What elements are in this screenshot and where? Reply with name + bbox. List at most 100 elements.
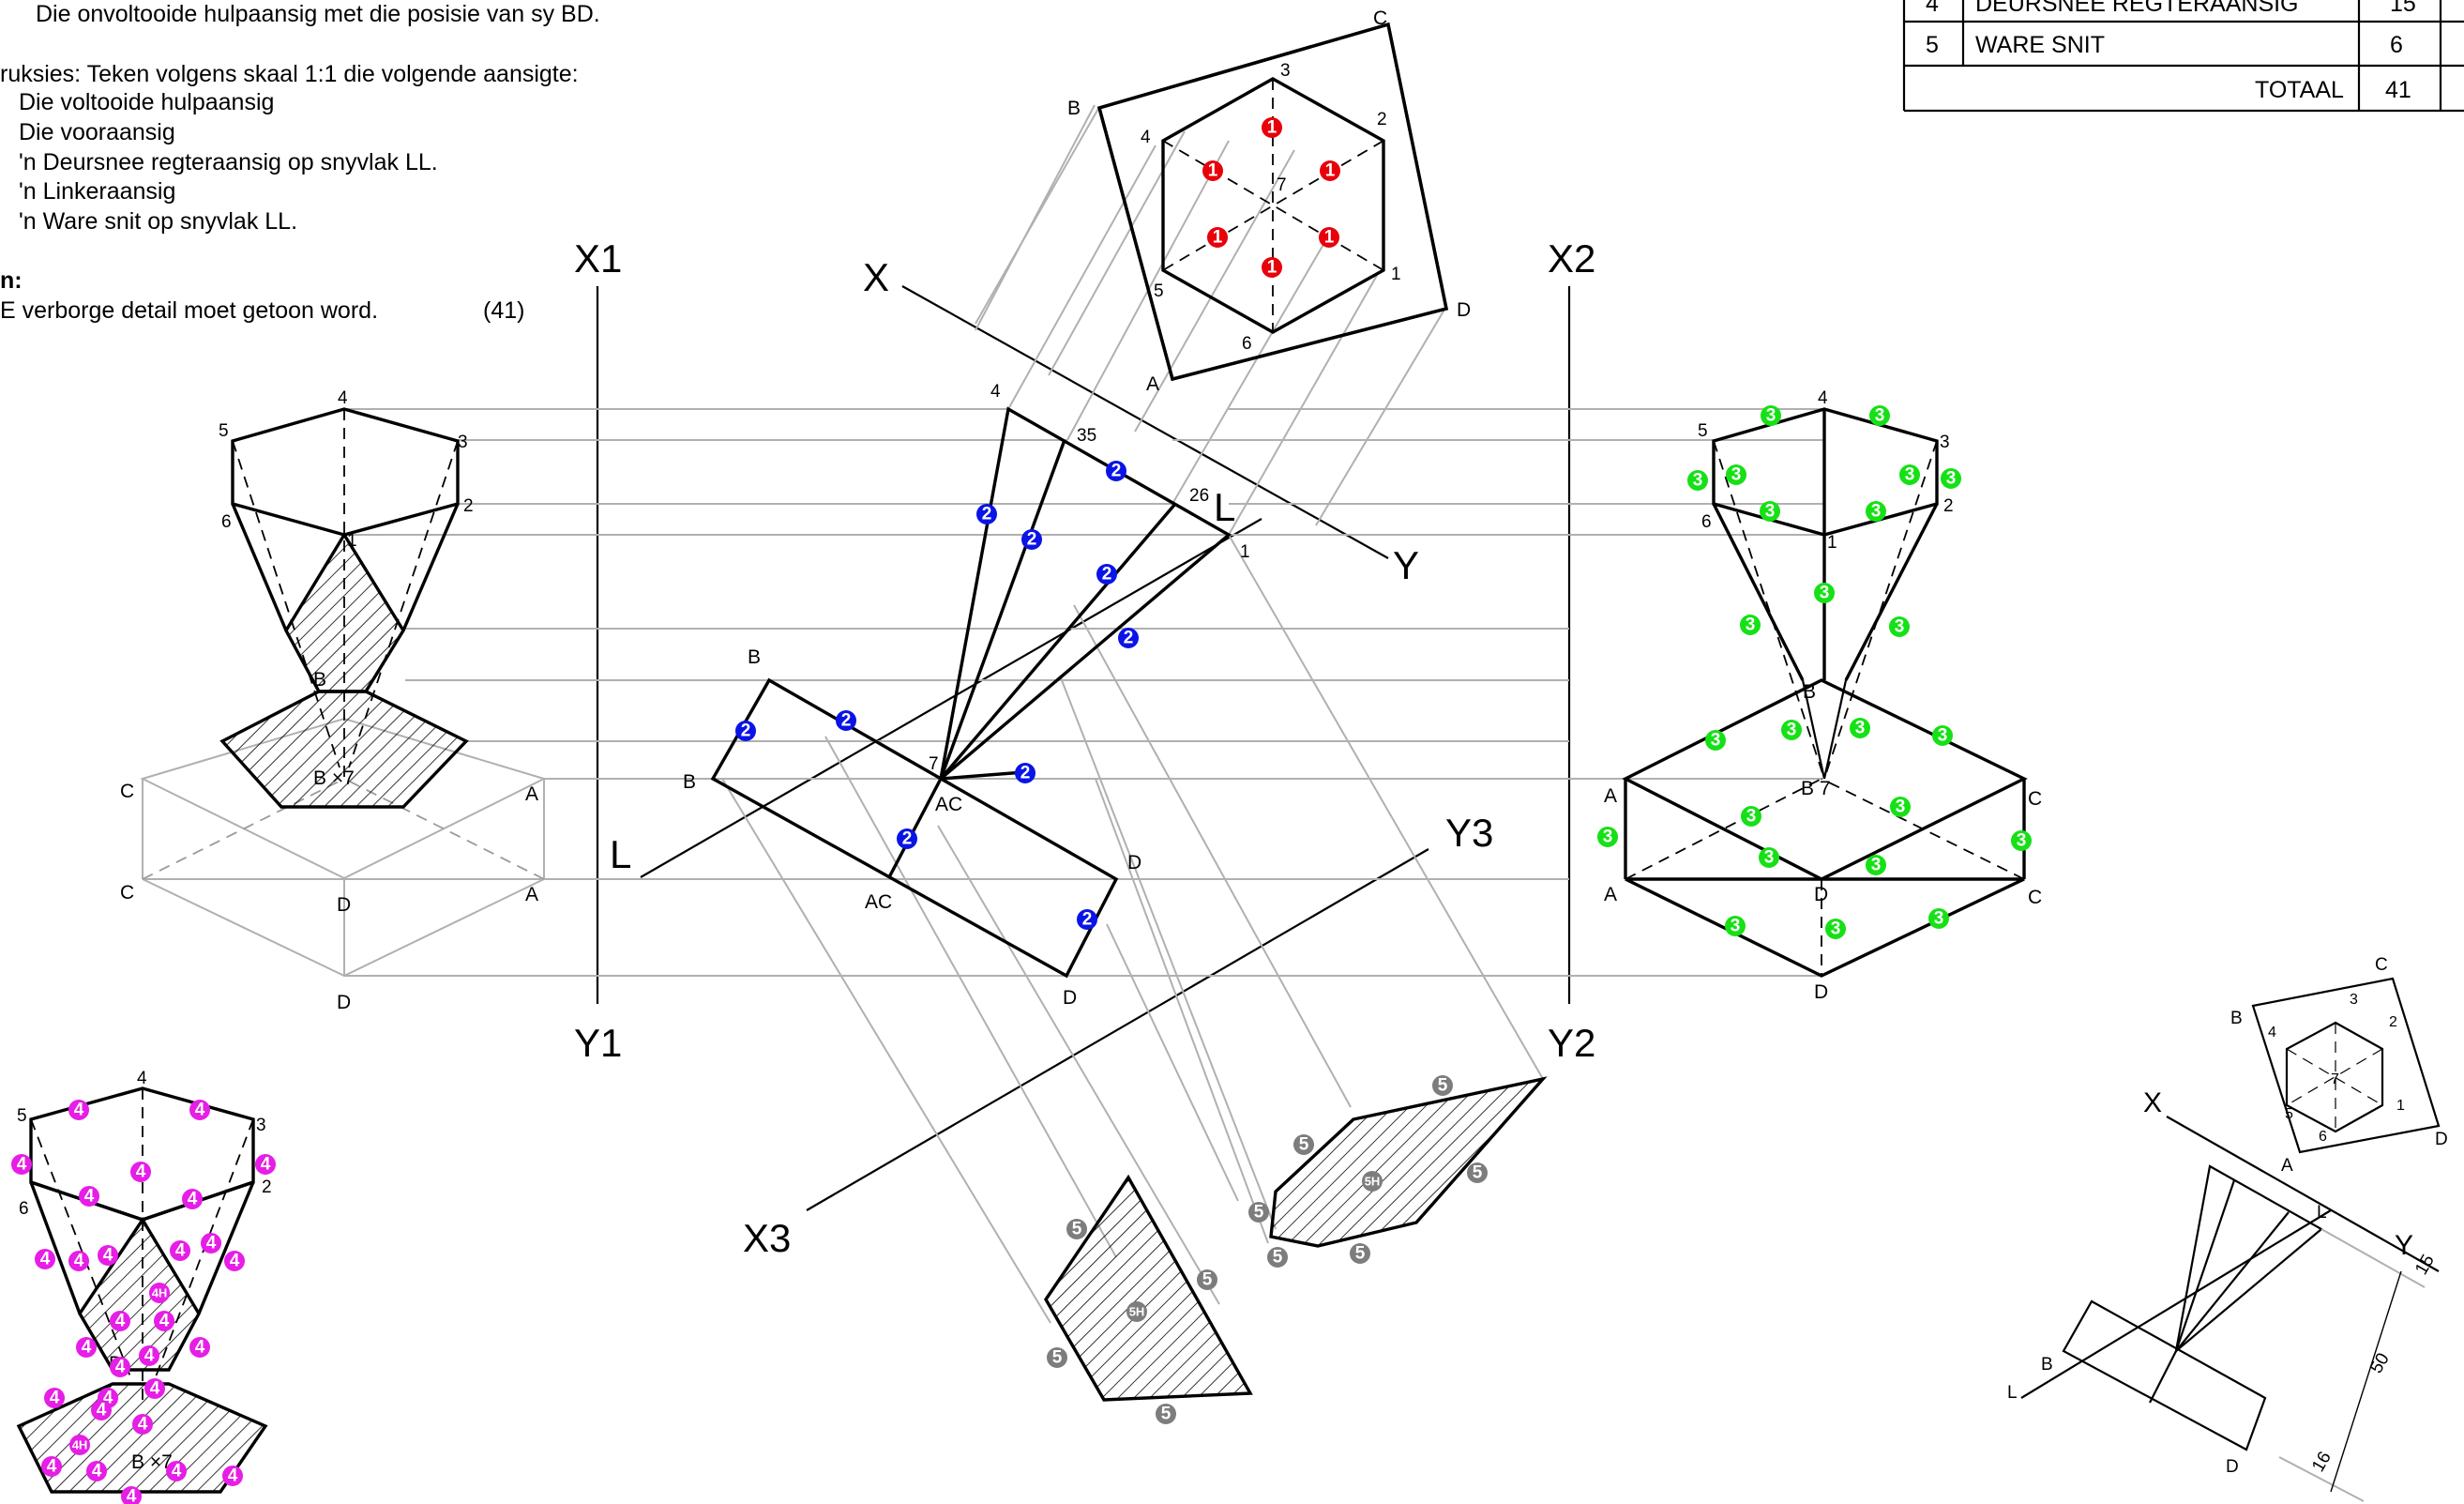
svg-text:A: A <box>1604 884 1617 905</box>
svg-text:D: D <box>1127 852 1141 874</box>
table-row-5-marks: 6 <box>2390 32 2403 58</box>
left-mark: 4 <box>110 1311 130 1331</box>
left-mark: 4 <box>255 1154 276 1175</box>
svg-text:1: 1 <box>1213 228 1223 248</box>
front-mark: 2 <box>735 721 756 741</box>
svg-text:B: B <box>748 646 761 668</box>
left-mark: 4 <box>130 1162 151 1182</box>
cutting-plane-label-left: L <box>610 832 631 876</box>
front-mark: 2 <box>836 710 856 731</box>
left-mark: 4 <box>189 1337 210 1358</box>
svg-text:4: 4 <box>206 1234 217 1253</box>
x3-y3-line <box>806 848 1429 1211</box>
auxiliary-view: 3 2 1 6 5 4 7 C B D A <box>1067 8 1471 395</box>
table-row-5-item: WARE SNIT <box>1975 32 2105 58</box>
svg-text:AC: AC <box>865 891 892 913</box>
left-mark: 4 <box>201 1233 221 1253</box>
svg-text:Y: Y <box>2395 1230 2413 1261</box>
left-mark: 4 <box>41 1456 62 1477</box>
left-mark: 4 <box>166 1461 187 1481</box>
instructions-block: Die onvoltooide hulpaansig met die posis… <box>0 1 600 324</box>
svg-text:5: 5 <box>2285 1106 2293 1122</box>
section-mark: 3 <box>1687 470 1708 491</box>
svg-text:3: 3 <box>1934 909 1944 929</box>
svg-text:26: 26 <box>1189 486 1209 506</box>
section-mark: 3 <box>1825 919 1846 939</box>
mark-table: 5 WARE SNIT 6 4 DEURSNEE REGTERAANSIG 15… <box>1902 0 2464 113</box>
svg-text:5: 5 <box>1698 421 1708 441</box>
svg-text:C: C <box>2028 788 2042 810</box>
svg-text:X: X <box>2143 1087 2162 1118</box>
front-mark: 2 <box>1106 461 1126 481</box>
svg-text:3: 3 <box>2017 831 2027 851</box>
true_cut-mark: 5 <box>1156 1404 1176 1424</box>
left-mark: 4 <box>91 1400 112 1420</box>
left-mark: 4H <box>69 1435 90 1455</box>
section-mark: 3 <box>1725 916 1746 936</box>
svg-text:2: 2 <box>902 829 913 849</box>
svg-text:15: 15 <box>2411 1252 2439 1279</box>
svg-text:2: 2 <box>982 505 992 524</box>
section-mark: 3 <box>1761 405 1781 426</box>
left-mark: 4 <box>182 1189 203 1209</box>
instruction-line-1: Die onvoltooide hulpaansig met die posis… <box>36 1 600 27</box>
table-total-label: TOTAAL <box>2255 77 2344 103</box>
svg-text:4: 4 <box>338 388 348 408</box>
svg-text:6: 6 <box>19 1199 29 1219</box>
svg-text:5H: 5H <box>1365 1175 1381 1189</box>
svg-text:3: 3 <box>1820 584 1830 603</box>
section-mark: 3 <box>1890 797 1911 817</box>
left-mark: 4 <box>132 1414 153 1435</box>
aux-mark: 1 <box>1262 117 1282 138</box>
svg-text:6: 6 <box>1242 334 1252 354</box>
svg-text:4: 4 <box>172 1462 182 1481</box>
svg-text:2: 2 <box>1111 462 1122 481</box>
svg-text:B 7: B 7 <box>1801 778 1831 799</box>
section-mark: 3 <box>1741 806 1761 827</box>
svg-text:3: 3 <box>1280 61 1291 81</box>
svg-text:4: 4 <box>195 1338 205 1358</box>
svg-text:B ×7: B ×7 <box>131 1451 173 1473</box>
section-mark: 3 <box>1928 908 1949 929</box>
front-mark: 2 <box>1015 763 1035 783</box>
svg-text:4: 4 <box>2268 1025 2276 1041</box>
total-marks-label: (41) <box>483 297 524 324</box>
left-mark: 4 <box>154 1311 174 1331</box>
svg-text:6: 6 <box>221 512 232 532</box>
instruction-line-7: 'n Ware snit op snyvlak LL. <box>19 208 297 235</box>
svg-text:4: 4 <box>74 1252 84 1271</box>
svg-text:35: 35 <box>1077 426 1096 446</box>
true_cut-mark: 5 <box>1248 1202 1269 1223</box>
projection-lines <box>344 104 1824 1324</box>
svg-text:1: 1 <box>1325 161 1336 181</box>
left-mark: 4 <box>35 1249 55 1269</box>
section-mark: 3 <box>2011 830 2032 851</box>
svg-text:4: 4 <box>138 1415 148 1435</box>
svg-text:4: 4 <box>84 1187 95 1207</box>
svg-text:3: 3 <box>458 433 468 452</box>
svg-text:2: 2 <box>841 711 852 731</box>
svg-text:D: D <box>337 894 351 916</box>
section-mark: 3 <box>1899 464 1920 485</box>
svg-text:4: 4 <box>175 1241 186 1261</box>
svg-text:4: 4 <box>40 1250 51 1269</box>
svg-text:5: 5 <box>219 421 229 441</box>
svg-text:3: 3 <box>1905 465 1915 485</box>
svg-text:4: 4 <box>188 1190 198 1209</box>
svg-text:3: 3 <box>2350 992 2358 1008</box>
svg-text:L: L <box>2317 1203 2327 1223</box>
svg-text:4H: 4H <box>72 1438 88 1452</box>
svg-text:D: D <box>2226 1457 2239 1477</box>
svg-text:4: 4 <box>115 1312 126 1331</box>
aux-mark: 1 <box>1319 227 1339 248</box>
svg-text:B: B <box>683 771 696 793</box>
svg-text:1: 1 <box>1267 118 1277 138</box>
svg-text:2: 2 <box>1943 496 1954 516</box>
svg-text:5: 5 <box>1154 281 1164 301</box>
table-row-4-number: 4 <box>1926 0 1939 17</box>
true-cut-section-2 <box>1269 1076 1548 1248</box>
svg-text:4H: 4H <box>152 1286 168 1300</box>
true-cut-section-1 <box>1043 1174 1253 1402</box>
svg-text:A: A <box>2281 1156 2293 1176</box>
